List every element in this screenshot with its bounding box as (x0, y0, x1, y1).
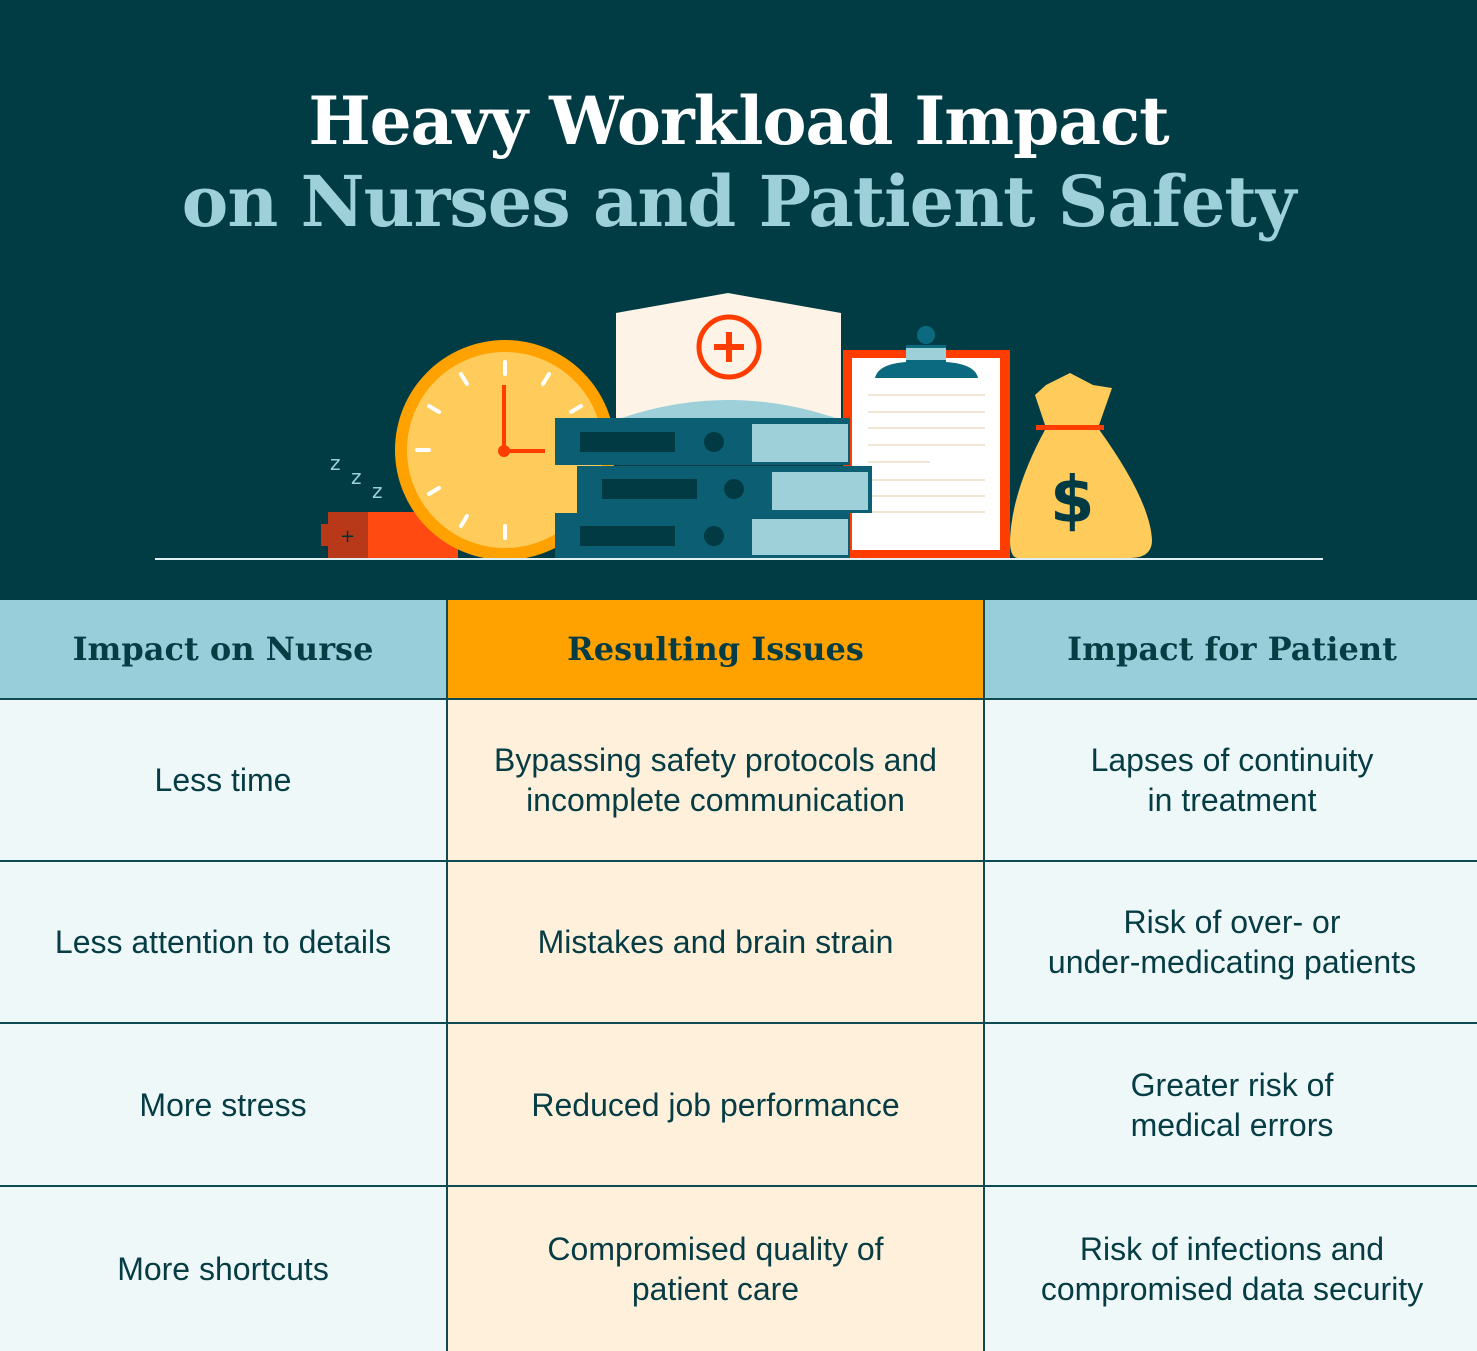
illustration: zzz + (155, 293, 1323, 560)
table-cell: Risk of infections and compromised data … (985, 1187, 1477, 1351)
svg-text:z: z (330, 451, 341, 475)
svg-text:z: z (372, 479, 383, 503)
table-cell: Compromised quality of patient care (448, 1187, 983, 1351)
impact-table: Impact on Nurse Resulting Issues Impact … (0, 600, 1477, 1351)
table-cell: Less time (0, 700, 446, 860)
title-line-1: Heavy Workload Impact (308, 82, 1169, 160)
table-cell: Greater risk of medical errors (985, 1024, 1477, 1185)
hero-banner: Heavy Workload Impact on Nurses and Pati… (0, 0, 1477, 600)
header-impact-for-patient: Impact for Patient (985, 600, 1477, 698)
clock-icon (395, 340, 615, 560)
money-bag-icon: $ (1010, 373, 1152, 558)
header-resulting-issues: Resulting Issues (448, 600, 983, 698)
table-cell: Reduced job performance (448, 1024, 983, 1185)
dollar-sign: $ (1050, 464, 1095, 538)
table-cell: More stress (0, 1024, 446, 1185)
header-impact-on-nurse: Impact on Nurse (0, 600, 446, 698)
table-cell: More shortcuts (0, 1187, 446, 1351)
table-cell: Mistakes and brain strain (448, 862, 983, 1022)
clipboard-icon (843, 326, 1010, 558)
title-line-2: on Nurses and Patient Safety (181, 160, 1297, 243)
svg-text:z: z (351, 465, 362, 489)
table-cell: Lapses of continuity in treatment (985, 700, 1477, 860)
sleep-z-icon: zzz (330, 451, 383, 503)
nurse-cap-icon (616, 293, 841, 420)
table-cell: Less attention to details (0, 862, 446, 1022)
svg-text:+: + (340, 526, 355, 547)
table-cell: Risk of over- or under-medicating patien… (985, 862, 1477, 1022)
table-cell: Bypassing safety protocols and incomplet… (448, 700, 983, 860)
binders-icon (555, 418, 872, 558)
